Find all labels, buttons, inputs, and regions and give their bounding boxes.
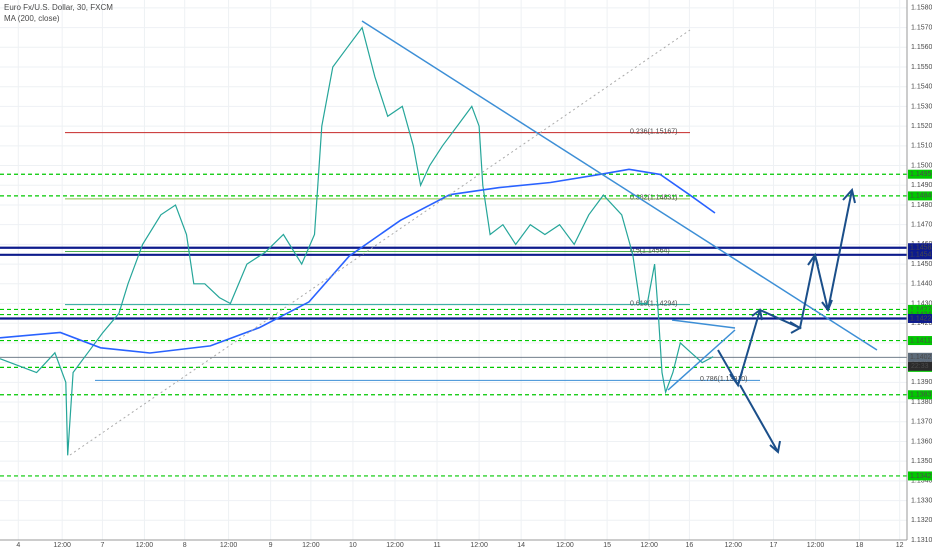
fib-label: 0.236(1.15167): [630, 128, 677, 135]
x-tick-label: 10: [349, 542, 357, 549]
x-tick-label: 8: [183, 542, 187, 549]
y-tick-label: 1.15800: [911, 5, 932, 12]
y-tick-label: 1.14900: [911, 182, 932, 189]
level-tag: [908, 250, 932, 260]
y-tick-label: 1.14400: [911, 281, 932, 288]
x-tick-label: 9: [269, 542, 273, 549]
level-tag-label: 1.14270: [910, 306, 932, 313]
y-tick-label: 1.14700: [911, 222, 932, 229]
y-tick-label: 1.13700: [911, 419, 932, 426]
x-tick-label: 12:00: [220, 542, 238, 549]
x-tick-label: 4: [16, 542, 20, 549]
y-tick-label: 1.15700: [911, 24, 932, 31]
fib-trend: [69, 29, 691, 456]
level-tag: [908, 169, 932, 179]
y-tick-label: 1.14500: [911, 261, 932, 268]
x-tick-label: 11: [433, 542, 440, 549]
fib-label: 0.5(1.14564): [630, 247, 670, 254]
level-tag-label: 1.14846: [910, 193, 932, 200]
x-tick-label: 12:00: [302, 542, 320, 549]
fib-label: 0.618(1.14294): [630, 301, 677, 308]
y-tick-label: 1.13200: [911, 517, 932, 524]
x-tick-label: 7: [100, 542, 104, 549]
countdown: 22:33: [911, 363, 929, 370]
y-tick-label: 1.15500: [911, 64, 932, 71]
x-tick-label: 18: [856, 542, 864, 549]
fib-label: 0.382(1.14831): [630, 195, 677, 202]
y-tick-label: 1.15000: [911, 162, 932, 169]
y-tick-label: 1.15200: [911, 123, 932, 130]
y-tick-label: 1.13100: [911, 537, 932, 544]
level-tag: [908, 313, 932, 323]
level-tag-label: 1.13837: [910, 392, 932, 399]
x-tick-label: 14: [517, 542, 525, 549]
level-tag: [908, 243, 932, 253]
y-tick-label: 1.15400: [911, 84, 932, 91]
level-tag-label: 1.14547: [910, 252, 932, 259]
y-tick-label: 1.13300: [911, 497, 932, 504]
level-tag-label: 1.14583: [910, 245, 932, 252]
y-tick-label: 1.15600: [911, 44, 932, 51]
level-tag: [908, 336, 932, 346]
y-tick-label: 1.14800: [911, 202, 932, 209]
x-tick-label: 16: [685, 542, 693, 549]
projection-down: [739, 384, 779, 453]
y-tick-label: 1.14200: [911, 320, 932, 327]
chart-title: Euro Fx/U.S. Dollar, 30, FXCM: [4, 3, 113, 12]
level-tag-label: 1.13425: [910, 473, 932, 480]
levels: 0.236(1.15167) 0.382(1.14831) 0.5(1.14564)…: [0, 128, 907, 477]
price-line: [0, 26, 714, 456]
arrow-heads: [729, 187, 856, 454]
drawings: [69, 20, 878, 456]
level-tag: [908, 390, 932, 400]
x-tick-label: 12:00: [640, 542, 658, 549]
x-tick-label: 17: [770, 542, 778, 549]
x-tick-label: 12:00: [53, 542, 71, 549]
y-tick-label: 1.13800: [911, 399, 932, 406]
x-tick-label: 12:00: [725, 542, 743, 549]
level-tag: [908, 471, 932, 481]
trend-line: [361, 20, 878, 351]
y-tick-label: 1.14300: [911, 300, 932, 307]
triangle-bottom: [667, 329, 736, 391]
y-tick-label: 1.15300: [911, 103, 932, 110]
plot: [0, 26, 716, 456]
chart-subtitle: MA (200, close): [4, 14, 60, 23]
level-tag: [908, 191, 932, 201]
triangle-top: [671, 319, 736, 329]
x-tick-label: 12:00: [386, 542, 404, 549]
level-tag-label: 1.14112: [910, 337, 932, 344]
level-tag-label: 1.14027: [910, 354, 932, 361]
countdown-tag: [908, 361, 932, 371]
x-tick-label: 12:00: [136, 542, 154, 549]
level-tag: [908, 304, 932, 314]
y-tick-label: 1.13400: [911, 478, 932, 485]
level-tag: [908, 352, 932, 362]
fib-label: 0.786(1.13910): [700, 376, 747, 383]
y-tick-label: 1.13900: [911, 379, 932, 386]
grid: [0, 0, 907, 541]
x-tick-label: 15: [603, 542, 611, 549]
x-tick-label: 12:00: [807, 542, 825, 549]
level-tag-label: 1.14956: [910, 171, 932, 178]
y-tick-label: 1.15100: [911, 143, 932, 150]
x-tick-label: 12: [896, 542, 904, 549]
moving-average: [0, 168, 716, 354]
level-tag-label: 1.14224: [910, 315, 932, 322]
y-tick-label: 1.13600: [911, 438, 932, 445]
x-tick-label: 12:00: [470, 542, 488, 549]
x-tick-label: 12:00: [556, 542, 574, 549]
axes: 1.15800 1.15700 1.15600 1.15500 1.15400 1.153…: [16, 5, 932, 549]
y-tick-label: 1.13500: [911, 458, 932, 465]
